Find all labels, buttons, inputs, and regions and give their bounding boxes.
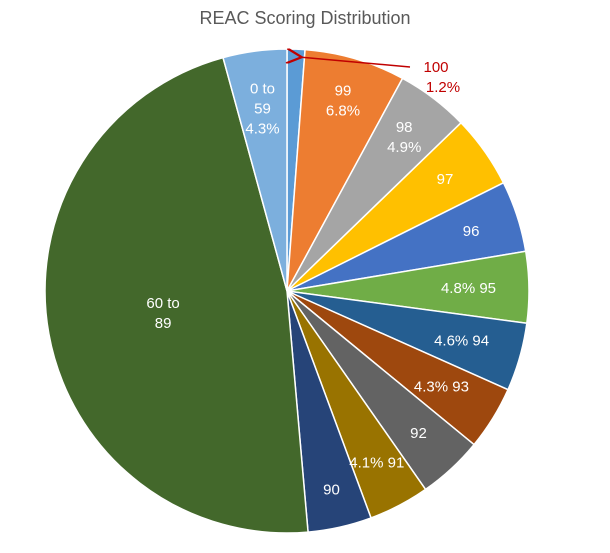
- slice-label-94: 4.6% 94: [434, 333, 489, 350]
- slice-label-91: 4.1% 91: [349, 455, 404, 472]
- pie-slice-60-to-89: [44, 56, 309, 534]
- slice-label-93: 4.3% 93: [414, 378, 469, 395]
- slice-label-96: 96: [463, 223, 480, 240]
- slice-label-99: 6.8%: [326, 103, 360, 120]
- callout-arrow: [302, 57, 411, 68]
- slice-label-98: 98: [396, 119, 413, 136]
- slice-label-99: 99: [335, 83, 352, 100]
- slice-label-60-to-89: 89: [155, 315, 172, 332]
- slice-label-90: 90: [323, 481, 340, 498]
- slice-label-97: 97: [437, 171, 454, 188]
- slice-label-95: 4.8% 95: [441, 280, 496, 297]
- slice-label-0-to-59: 59: [254, 101, 271, 118]
- slice-label-92: 92: [410, 425, 427, 442]
- slice-label-60-to-89: 60 to: [146, 295, 179, 312]
- slice-label-98: 4.9%: [387, 139, 421, 156]
- chart-title: REAC Scoring Distribution: [199, 8, 411, 28]
- slice-label-0-to-59: 4.3%: [245, 121, 279, 138]
- callout-value-label: 1.2%: [426, 79, 460, 96]
- slice-label-0-to-59: 0 to: [250, 81, 275, 98]
- callout-category-label: 100: [423, 59, 448, 76]
